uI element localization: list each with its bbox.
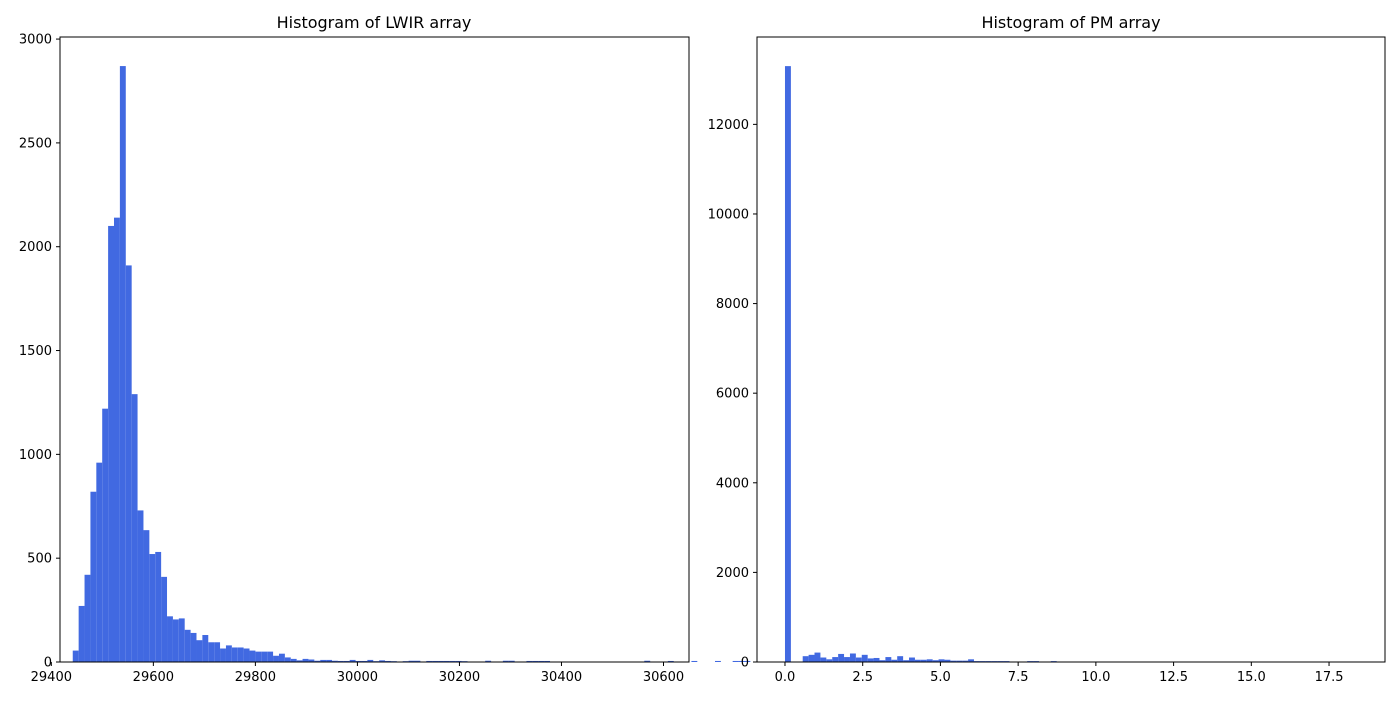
lwir-histogram-bar [179, 618, 185, 662]
lwir-histogram-bar [96, 463, 102, 662]
pm-y-tick-label: 6000 [716, 387, 749, 402]
pm-y-tick-label: 4000 [716, 476, 749, 491]
lwir-histogram-bar [149, 554, 155, 662]
pm-histogram-bar [838, 654, 844, 662]
lwir-y-tick-label: 0 [44, 656, 52, 671]
lwir-histogram-bar [279, 654, 285, 662]
lwir-histogram-bar [208, 642, 214, 662]
lwir-y-tick-label: 1500 [19, 344, 52, 359]
lwir-x-tick-label: 29400 [31, 670, 72, 685]
lwir-histogram-bar [126, 265, 132, 662]
lwir-histogram-bar [214, 642, 220, 662]
pm-histogram-bar [815, 653, 821, 662]
lwir-histogram-bar [114, 218, 120, 662]
pm-histogram-bar [909, 658, 915, 662]
lwir-histogram-bar [185, 630, 191, 662]
pm-x-tick-label: 2.5 [852, 670, 873, 685]
lwir-histogram-bar [220, 649, 226, 663]
lwir-histogram-bar [143, 530, 149, 662]
pm-y-tick-label: 2000 [716, 566, 749, 581]
pm-x-tick-label: 10.0 [1081, 670, 1110, 685]
lwir-histogram-bar [191, 633, 197, 662]
lwir-y-tick-label: 1000 [19, 448, 52, 463]
pm-histogram-bar [874, 658, 880, 662]
lwir-histogram-bar [161, 577, 167, 662]
lwir-histogram-bar [733, 661, 739, 662]
lwir-histogram-bar [138, 510, 144, 662]
lwir-histogram-bar [715, 661, 721, 662]
pm-histogram-bar [785, 66, 791, 662]
lwir-x-tick-label: 30200 [439, 670, 480, 685]
lwir-histogram-bar [244, 649, 250, 663]
pm-histogram-bar [850, 653, 856, 662]
lwir-y-tick-label: 2500 [19, 136, 52, 151]
pm-histogram-bar [897, 656, 903, 662]
pm-histogram-bar [856, 658, 862, 662]
pm-y-tick-label: 12000 [708, 118, 749, 133]
lwir-histogram-bar [173, 619, 179, 662]
lwir-histogram-bar [85, 575, 91, 662]
lwir-x-tick-label: 30600 [643, 670, 684, 685]
lwir-histogram-bar [232, 647, 238, 662]
pm-chart-title: Histogram of PM array [981, 13, 1160, 32]
lwir-histogram-bar [73, 651, 79, 662]
lwir-histogram-bar [79, 606, 85, 662]
pm-histogram-bar [803, 656, 809, 662]
lwir-histogram-bar [120, 66, 126, 662]
pm-histogram-bar [868, 658, 874, 662]
pm-histogram-bar [844, 657, 850, 662]
pm-x-tick-label: 7.5 [1008, 670, 1029, 685]
pm-x-tick-label: 12.5 [1159, 670, 1188, 685]
lwir-histogram-bar [261, 652, 267, 662]
lwir-x-tick-label: 30400 [541, 670, 582, 685]
lwir-histogram-bar [202, 635, 208, 662]
pm-x-tick-label: 5.0 [930, 670, 951, 685]
lwir-histogram-bar [255, 652, 261, 662]
lwir-histogram-bar [90, 492, 96, 662]
lwir-histogram-bar [132, 394, 138, 662]
lwir-histogram-bar [267, 652, 273, 662]
pm-y-tick-label: 8000 [716, 297, 749, 312]
pm-x-tick-label: 17.5 [1315, 670, 1344, 685]
lwir-y-tick-label: 500 [27, 552, 52, 567]
pm-histogram-bar [885, 657, 891, 662]
pm-histogram-bar [832, 657, 838, 662]
pm-histogram-bar [809, 655, 815, 662]
lwir-x-tick-label: 29600 [133, 670, 174, 685]
pm-y-tick-label: 10000 [708, 207, 749, 222]
pm-histogram-bar [820, 658, 826, 662]
pm-y-tick-label: 0 [741, 656, 749, 671]
pm-histogram-bar [862, 655, 868, 662]
lwir-histogram-bar [108, 226, 114, 662]
lwir-histogram-bar [196, 640, 202, 662]
pm-x-tick-label: 15.0 [1237, 670, 1266, 685]
lwir-histogram-bar [226, 645, 232, 662]
lwir-y-tick-label: 2000 [19, 240, 52, 255]
pm-x-tick-label: 0.0 [775, 670, 796, 685]
lwir-histogram-bar [167, 616, 173, 662]
lwir-histogram-bar [273, 656, 279, 662]
lwir-histogram-bar [285, 657, 291, 662]
lwir-x-tick-label: 29800 [235, 670, 276, 685]
lwir-chart-title: Histogram of LWIR array [277, 13, 472, 32]
lwir-histogram-bar [155, 552, 161, 662]
lwir-x-tick-label: 30000 [337, 670, 378, 685]
lwir-histogram-bar [102, 409, 108, 662]
lwir-histogram-bar [250, 651, 256, 662]
lwir-y-tick-label: 3000 [19, 33, 52, 48]
lwir-histogram-bar [691, 661, 697, 662]
lwir-histogram-bar [238, 647, 244, 662]
